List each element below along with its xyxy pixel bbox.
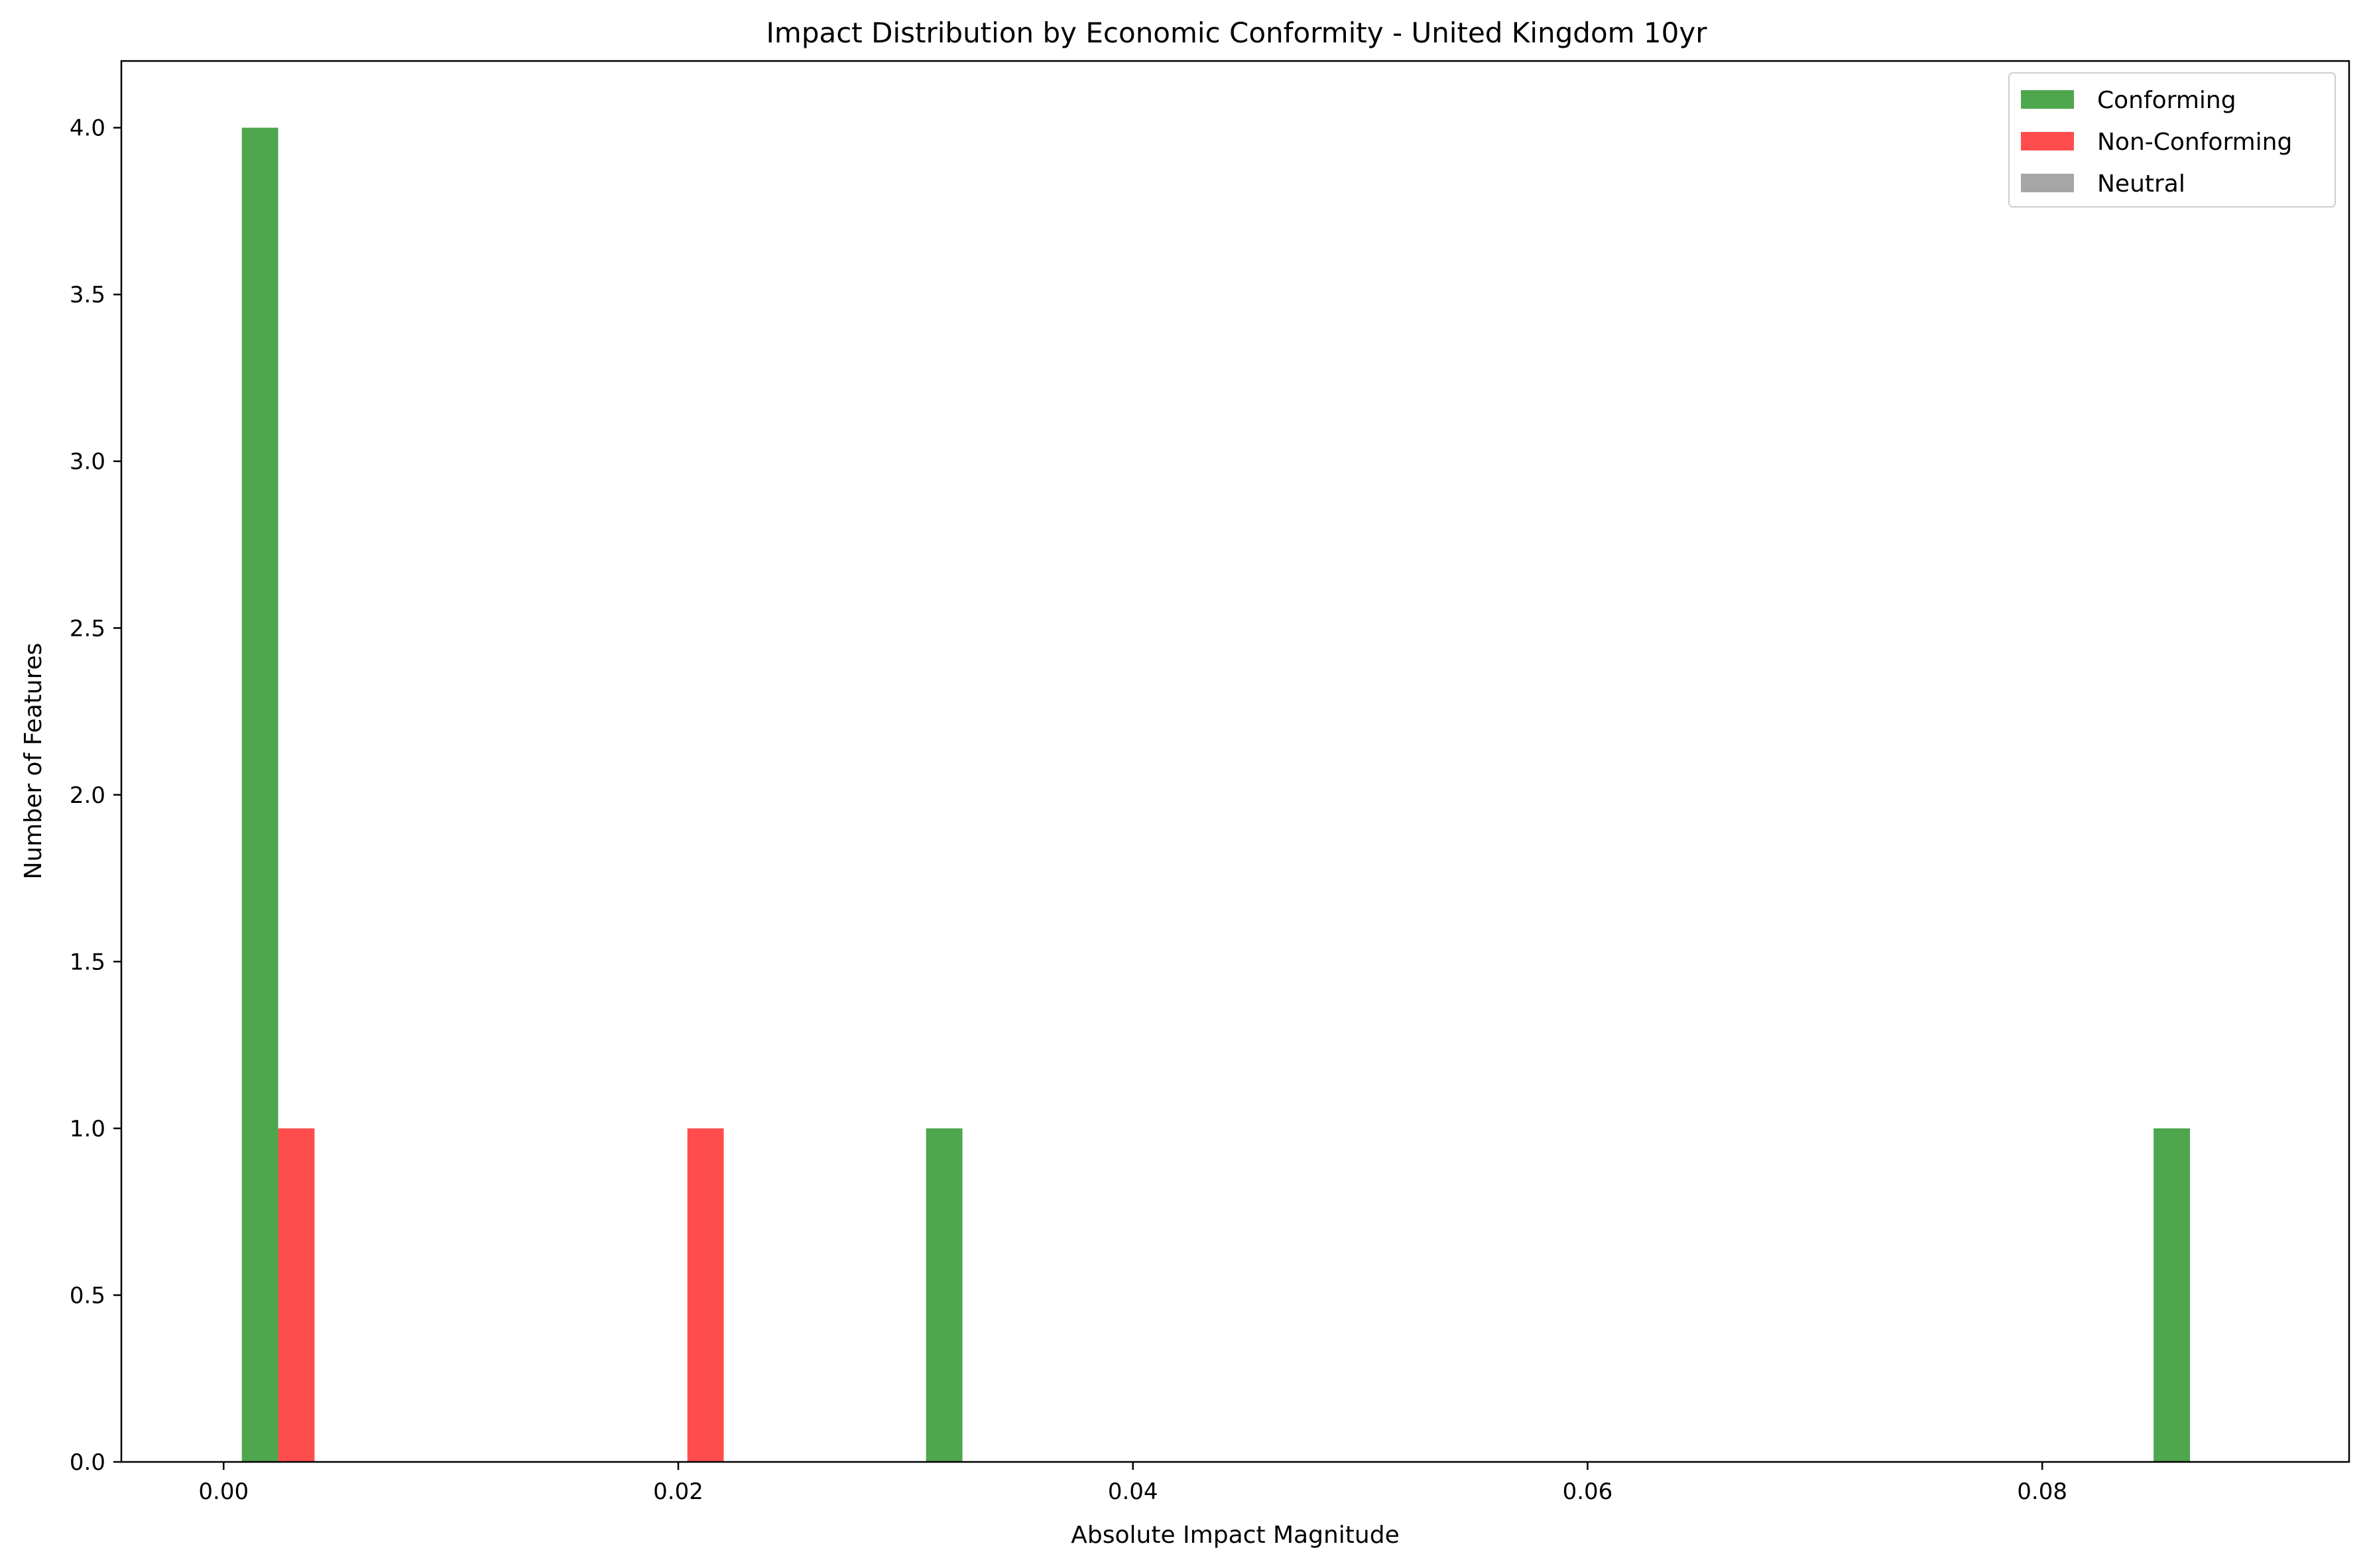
x-tick-label: 0.08 (2017, 1478, 2067, 1505)
legend: Conforming Non-Conforming Neutral (2008, 72, 2336, 208)
chart-title: Impact Distribution by Economic Conformi… (766, 17, 1708, 49)
y-axis: 0.0 0.5 1.0 1.5 2.0 2.5 3.0 3.5 4.0 (70, 115, 121, 1476)
legend-swatch-conforming (2021, 90, 2074, 109)
plot-frame (120, 60, 2350, 1463)
y-tick-label: 3.5 (70, 282, 105, 308)
bars-layer (241, 127, 2190, 1463)
legend-label-neutral: Neutral (2097, 170, 2185, 198)
legend-swatch-neutral (2021, 174, 2074, 192)
y-tick-label: 2.5 (70, 615, 105, 642)
x-tick-label: 0.02 (653, 1478, 703, 1505)
x-axis-label: Absolute Impact Magnitude (1071, 1522, 1399, 1549)
legend-box (2008, 72, 2336, 208)
legend-swatch-non-conforming (2021, 132, 2074, 151)
y-tick-label: 1.0 (70, 1116, 105, 1142)
bar-non-conforming-1 (687, 1128, 724, 1462)
bar-conforming-1 (926, 1128, 963, 1462)
y-tick-label: 0.5 (70, 1282, 105, 1309)
bar-conforming-2 (2154, 1128, 2190, 1462)
y-tick-label: 2.0 (70, 782, 105, 809)
bar-non-conforming-0 (278, 1128, 315, 1462)
y-tick-label: 1.5 (70, 949, 105, 975)
y-tick-label: 4.0 (70, 115, 105, 142)
bar-conforming-0 (241, 127, 278, 1463)
y-tick-label: 0.0 (70, 1449, 105, 1476)
legend-label-non-conforming: Non-Conforming (2097, 129, 2292, 156)
x-tick-label: 0.00 (198, 1478, 249, 1505)
x-axis: 0.00 0.02 0.04 0.06 0.08 (198, 1462, 2067, 1505)
y-tick-label: 3.0 (70, 449, 105, 475)
x-tick-label: 0.04 (1108, 1478, 1158, 1505)
x-tick-label: 0.06 (1563, 1478, 1613, 1505)
y-axis-label: Number of Features (20, 643, 47, 880)
legend-label-conforming: Conforming (2097, 87, 2236, 114)
